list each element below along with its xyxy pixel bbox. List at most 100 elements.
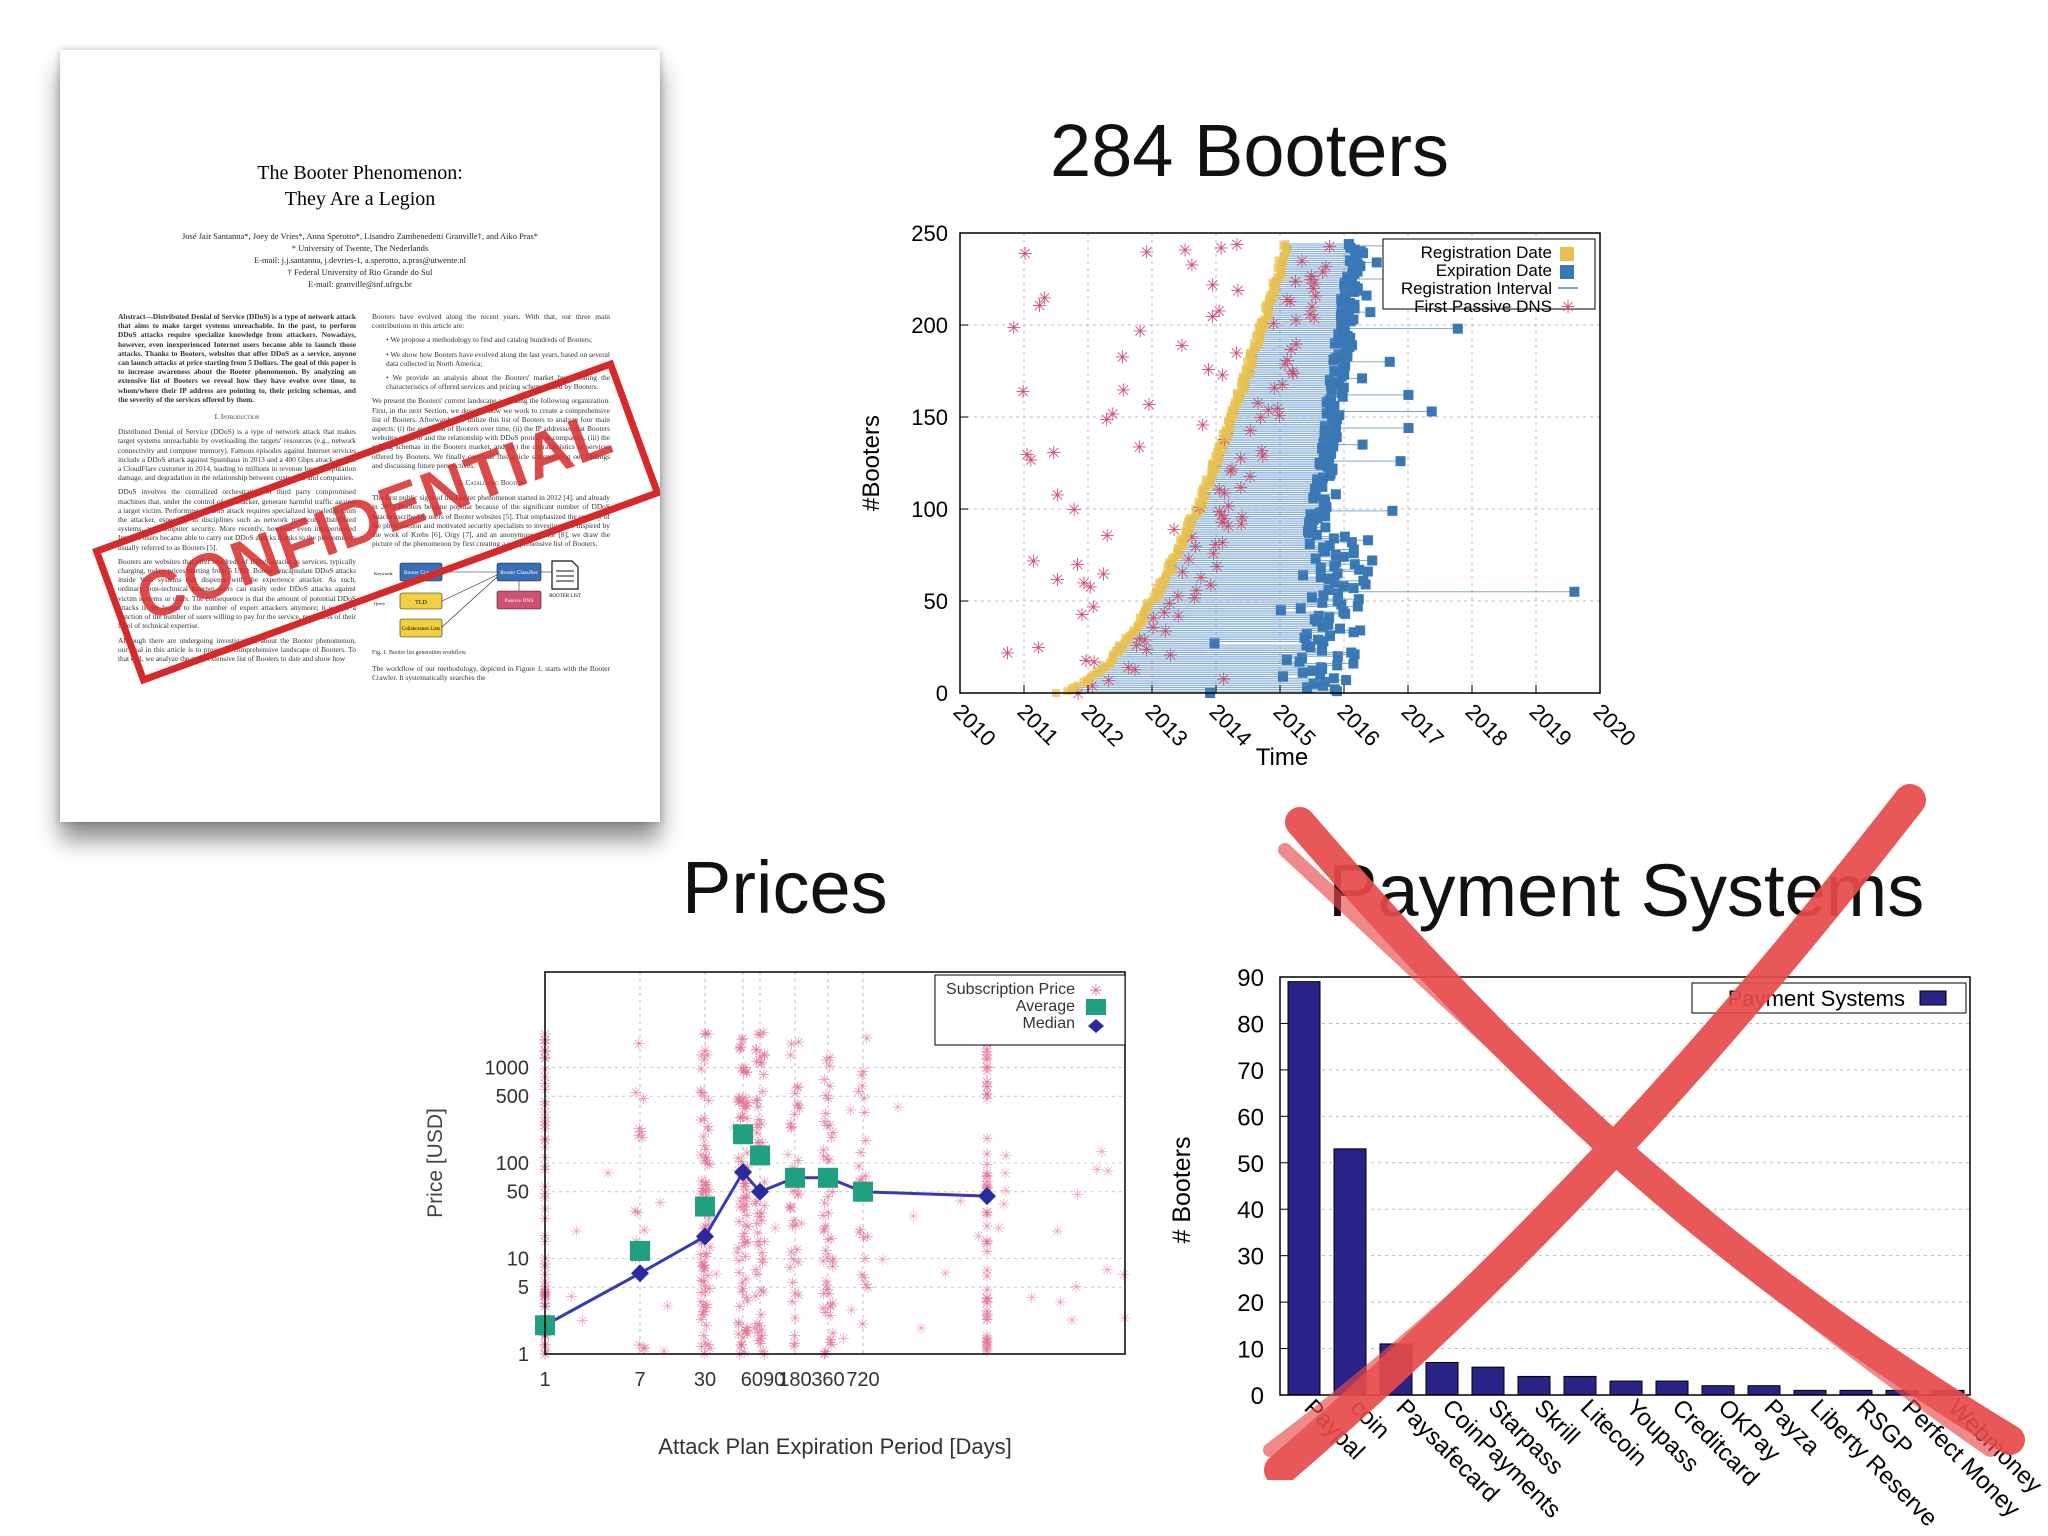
passive-dns-point: ✳ [1167, 520, 1182, 540]
subscription-price-point: ✳ [981, 1044, 994, 1061]
subscription-price-point: ✳ [784, 1116, 797, 1133]
subscription-price-point: ✳ [565, 1289, 578, 1306]
subscription-price-point: ✳ [741, 1235, 754, 1252]
expiration-point [1347, 340, 1358, 351]
expiration-point [1322, 461, 1333, 472]
subscription-price-point: ✳ [857, 1064, 870, 1081]
subscription-price-point: ✳ [785, 1120, 798, 1137]
subscription-price-point: ✳ [755, 1307, 768, 1324]
subscription-price-point: ✳ [1054, 1294, 1067, 1311]
subscription-price-point: ✳ [853, 1224, 866, 1241]
passive-dns-point: ✳ [1215, 366, 1230, 386]
expiration-point [1332, 651, 1343, 662]
subscription-price-point: ✳ [859, 1133, 872, 1150]
x-tick-label: 2010 [948, 699, 1000, 751]
legend-registration-swatch [1560, 247, 1574, 261]
subscription-price-point: ✳ [755, 1322, 768, 1339]
booters-legend: Registration Date Expiration Date Regist… [1382, 238, 1596, 317]
expiration-point [1333, 588, 1344, 599]
subscription-price-point: ✳ [699, 1284, 712, 1301]
subscription-price-point: ✳ [697, 1264, 710, 1281]
subscription-price-point: ✳ [817, 1286, 830, 1303]
subscription-price-point: ✳ [824, 1297, 837, 1314]
subscription-price-point: ✳ [981, 1048, 994, 1065]
subscription-price-point: ✳ [785, 1036, 798, 1053]
passive-dns-point: ✳ [1070, 555, 1085, 575]
subscription-price-point: ✳ [817, 1208, 830, 1225]
average-point [853, 1181, 873, 1202]
passive-dns-point: ✳ [1037, 288, 1052, 308]
median-point [978, 1187, 996, 1206]
subscription-price-point: ✳ [739, 1236, 752, 1253]
expiration-point [1325, 380, 1336, 391]
subscription-price-point: ✳ [791, 1096, 804, 1113]
subscription-price-point: ✳ [981, 1168, 994, 1185]
subscription-price-point: ✳ [750, 1054, 763, 1071]
subscription-price-point: ✳ [735, 1338, 748, 1355]
expiration-point [1348, 544, 1359, 555]
x-tick-label: 180 [778, 1369, 811, 1391]
subscription-price-point: ✳ [981, 1166, 994, 1183]
subscription-price-point: ✳ [981, 1052, 994, 1069]
expiration-point [1295, 603, 1306, 614]
x-tick-label: 30 [694, 1369, 716, 1391]
median-point [631, 1264, 649, 1283]
subscription-price-point: ✳ [821, 1282, 834, 1299]
subscription-price-point: ✳ [824, 1335, 837, 1352]
expiration-point [1330, 426, 1341, 437]
subscription-price-point: ✳ [740, 1098, 753, 1115]
expiration-point [1363, 535, 1374, 546]
subscription-price-point: ✳ [750, 1216, 763, 1233]
registration-point [1173, 543, 1182, 552]
subscription-price-point: ✳ [788, 1107, 801, 1124]
expiration-point [1344, 297, 1355, 308]
registration-point [1115, 641, 1124, 650]
subscription-price-point: ✳ [981, 1263, 994, 1280]
subscription-price-point: ✳ [751, 1093, 764, 1110]
y-tick-label: 90 [1237, 965, 1264, 992]
subscription-price-point: ✳ [862, 1280, 875, 1297]
expiration-point [1334, 334, 1345, 345]
subscription-price-point: ✳ [795, 1216, 808, 1233]
subscription-price-point: ✳ [859, 1251, 872, 1268]
subscription-price-point: ✳ [539, 1346, 552, 1363]
expiration-point [1307, 665, 1318, 676]
subscription-price-point: ✳ [700, 1142, 713, 1159]
legend-first-passive-dns: First Passive DNS [1414, 297, 1552, 316]
registration-point [1069, 683, 1078, 692]
passive-dns-point: ✳ [1067, 500, 1082, 520]
expiration-point [1314, 458, 1325, 468]
subscription-price-point: ✳ [751, 1325, 764, 1342]
expiration-point [1296, 653, 1307, 664]
subscription-price-point: ✳ [939, 1265, 952, 1282]
document-icon [551, 560, 579, 591]
subscription-price-point: ✳ [539, 1347, 552, 1364]
subscription-price-point: ✳ [753, 1318, 766, 1335]
bullet-item: • We provide an analysis about the Boote… [386, 373, 610, 392]
subscription-price-point: ✳ [819, 1344, 832, 1361]
passive-dns-point: ✳ [1115, 347, 1130, 367]
subscription-price-point: ✳ [755, 1055, 768, 1072]
subscription-price-point: ✳ [735, 1061, 748, 1078]
expiration-point [1403, 423, 1414, 434]
subscription-price-point: ✳ [704, 1281, 717, 1298]
subscription-price-point: ✳ [700, 1149, 713, 1166]
subscription-price-point: ✳ [981, 1244, 994, 1261]
subscription-price-point: ✳ [981, 1343, 994, 1360]
passive-dns-point: ✳ [1105, 404, 1120, 424]
workflow-figure: Keywords Query Booter Crawler Booter Cla… [374, 560, 581, 638]
subscription-price-point: ✳ [696, 1259, 709, 1276]
subscription-price-point: ✳ [981, 1234, 994, 1251]
subscription-price-point: ✳ [736, 1276, 749, 1293]
payment-chart-frame [1279, 976, 1971, 1396]
subscription-price-point: ✳ [981, 1086, 994, 1103]
expiration-point [1335, 623, 1346, 634]
subscription-price-point: ✳ [736, 1032, 749, 1049]
y-tick-label: 50 [1237, 1151, 1264, 1178]
expiration-point [1337, 318, 1348, 329]
subscription-price-point: ✳ [981, 1295, 994, 1312]
expiration-point [1357, 439, 1368, 450]
expiration-point [1317, 443, 1328, 454]
subscription-price-point: ✳ [753, 1112, 766, 1129]
paper-abstract: Abstract—Distributed Denial of Service (… [118, 312, 356, 404]
